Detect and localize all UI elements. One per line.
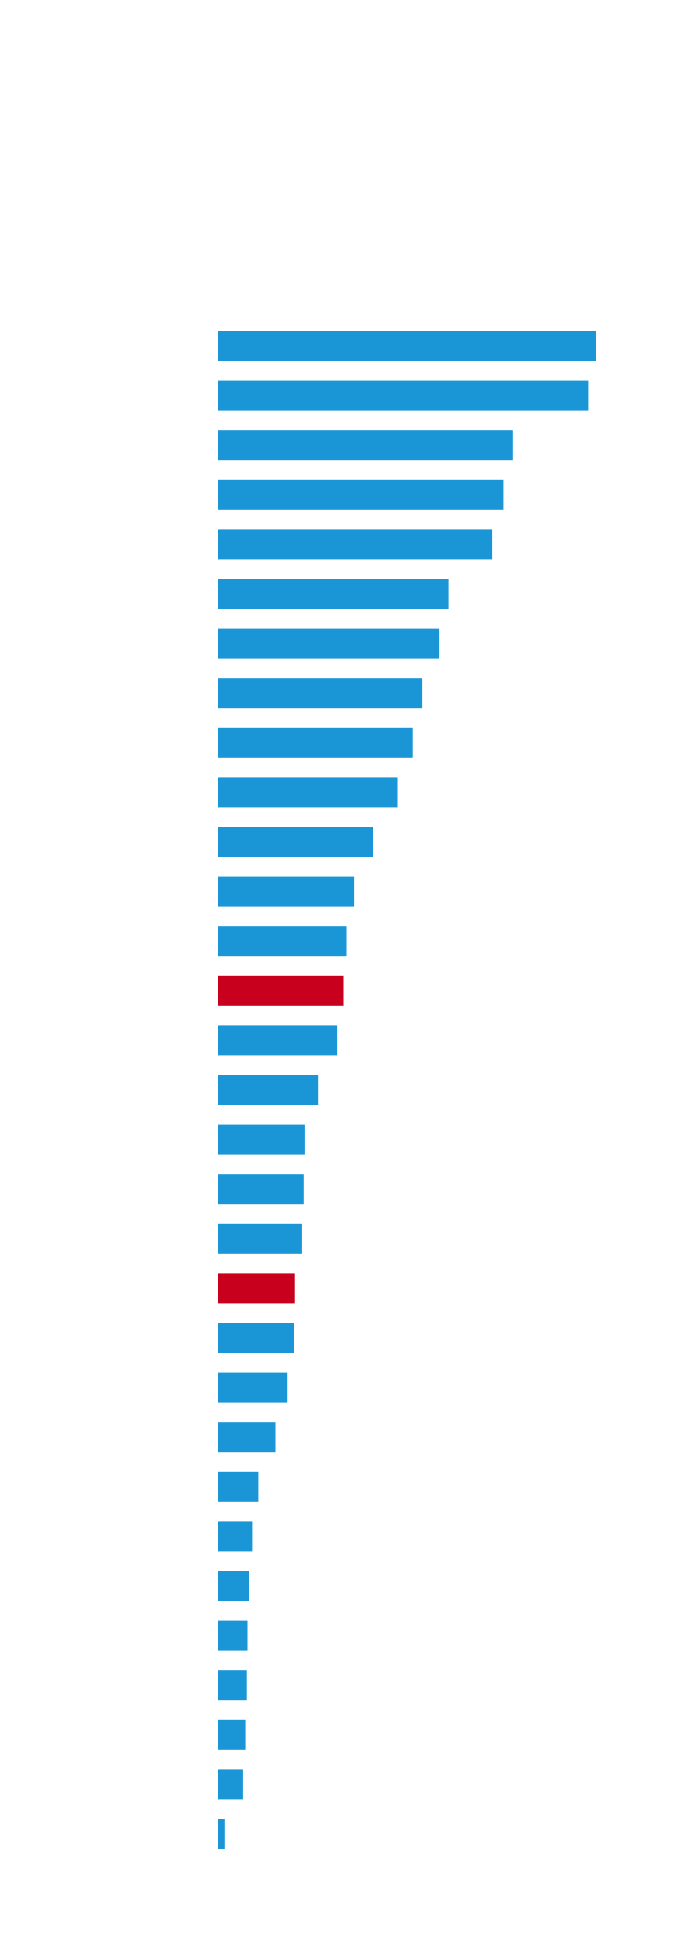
bar: [218, 1471, 259, 1502]
bar: [218, 1521, 253, 1552]
bar: [218, 529, 493, 560]
bar: [218, 1025, 338, 1056]
bar: [218, 1223, 302, 1254]
bars-group: [218, 331, 596, 1849]
bar: [218, 1571, 249, 1601]
bar: [218, 1075, 319, 1105]
bar: [218, 926, 347, 957]
bar-highlighted: [218, 1273, 295, 1304]
bar: [218, 1372, 288, 1403]
bar: [218, 876, 355, 907]
bar: [218, 777, 398, 808]
bar: [218, 1620, 248, 1651]
bar: [218, 827, 373, 857]
bar: [218, 1769, 243, 1800]
bar: [218, 1124, 305, 1155]
bar-highlighted: [218, 975, 344, 1006]
bar: [218, 1422, 276, 1453]
bar: [218, 1670, 247, 1701]
bar: [218, 479, 504, 510]
bar: [218, 430, 513, 461]
bar: [218, 1819, 225, 1849]
bar: [218, 579, 449, 609]
bar: [218, 331, 596, 361]
bar: [218, 1323, 294, 1353]
bar: [218, 727, 413, 758]
bar: [218, 1174, 304, 1205]
bar: [218, 380, 589, 411]
bar: [218, 628, 440, 659]
bar: [218, 678, 423, 709]
bar: [218, 1719, 246, 1750]
